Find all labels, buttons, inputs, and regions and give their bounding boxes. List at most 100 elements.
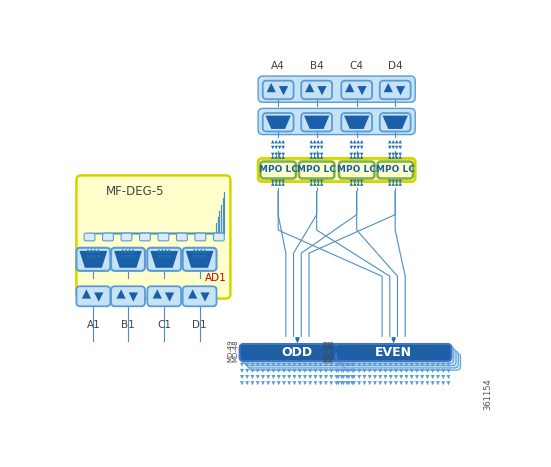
Polygon shape [404,369,408,373]
Polygon shape [310,180,313,183]
Polygon shape [388,156,392,159]
Polygon shape [192,255,196,259]
Polygon shape [287,381,291,385]
Polygon shape [164,255,168,259]
Polygon shape [363,363,366,367]
Polygon shape [373,381,377,385]
Polygon shape [320,153,323,156]
Polygon shape [441,375,445,379]
Polygon shape [398,146,402,149]
Polygon shape [392,146,395,149]
Polygon shape [310,153,313,156]
Polygon shape [282,156,285,159]
Polygon shape [316,146,320,149]
Polygon shape [93,249,97,253]
Polygon shape [303,381,307,385]
Polygon shape [129,292,138,302]
Polygon shape [342,375,345,379]
Polygon shape [394,375,398,379]
Polygon shape [318,363,323,367]
Polygon shape [353,182,356,186]
Polygon shape [345,381,349,385]
FancyBboxPatch shape [263,113,294,132]
Polygon shape [298,381,302,385]
Polygon shape [271,180,274,183]
Polygon shape [347,375,351,379]
Polygon shape [398,140,402,143]
Polygon shape [167,249,171,253]
Polygon shape [420,369,424,373]
Polygon shape [318,375,323,379]
Polygon shape [388,180,392,183]
Polygon shape [436,381,440,385]
Polygon shape [298,375,302,379]
Polygon shape [383,363,387,367]
Polygon shape [316,153,320,156]
FancyBboxPatch shape [77,176,230,298]
Polygon shape [344,116,369,129]
Polygon shape [339,369,344,373]
Polygon shape [96,255,100,259]
Polygon shape [342,369,345,373]
Polygon shape [396,86,405,95]
Polygon shape [271,156,274,159]
Polygon shape [266,116,291,129]
Polygon shape [373,363,377,367]
FancyBboxPatch shape [176,233,187,241]
Polygon shape [334,381,338,385]
Polygon shape [245,363,249,367]
Polygon shape [274,140,278,143]
Polygon shape [410,375,414,379]
Polygon shape [251,363,255,367]
Polygon shape [368,363,372,367]
Polygon shape [339,363,344,367]
Polygon shape [203,255,207,259]
FancyBboxPatch shape [240,344,355,361]
Polygon shape [278,153,282,156]
Polygon shape [410,381,414,385]
FancyBboxPatch shape [183,248,217,271]
Polygon shape [356,146,360,149]
FancyBboxPatch shape [147,286,181,306]
Polygon shape [245,381,249,385]
Polygon shape [131,249,135,253]
Polygon shape [345,363,349,367]
Polygon shape [329,375,333,379]
Polygon shape [279,86,288,95]
Polygon shape [157,255,161,259]
Polygon shape [121,255,125,259]
Polygon shape [353,156,356,159]
Polygon shape [114,251,142,268]
Polygon shape [167,255,171,259]
Polygon shape [282,140,285,143]
Polygon shape [320,140,323,143]
Polygon shape [373,375,377,379]
Polygon shape [318,369,323,373]
Polygon shape [344,347,443,358]
Polygon shape [360,182,364,186]
Polygon shape [345,375,349,379]
Polygon shape [316,140,320,143]
FancyBboxPatch shape [380,81,410,99]
Polygon shape [388,153,392,156]
Polygon shape [446,375,451,379]
Text: MD-49: MD-49 [323,340,329,362]
Polygon shape [342,381,345,385]
Polygon shape [395,153,398,156]
FancyBboxPatch shape [147,248,181,271]
Polygon shape [349,153,353,156]
Polygon shape [388,182,392,186]
Polygon shape [124,249,128,253]
Polygon shape [349,182,353,186]
Polygon shape [320,182,323,186]
Polygon shape [356,180,360,183]
Polygon shape [391,337,396,342]
FancyBboxPatch shape [195,233,206,241]
Polygon shape [446,363,451,367]
Polygon shape [277,369,280,373]
Polygon shape [295,339,300,343]
Polygon shape [318,381,323,385]
Polygon shape [415,369,419,373]
Polygon shape [86,255,90,259]
Polygon shape [357,369,361,373]
